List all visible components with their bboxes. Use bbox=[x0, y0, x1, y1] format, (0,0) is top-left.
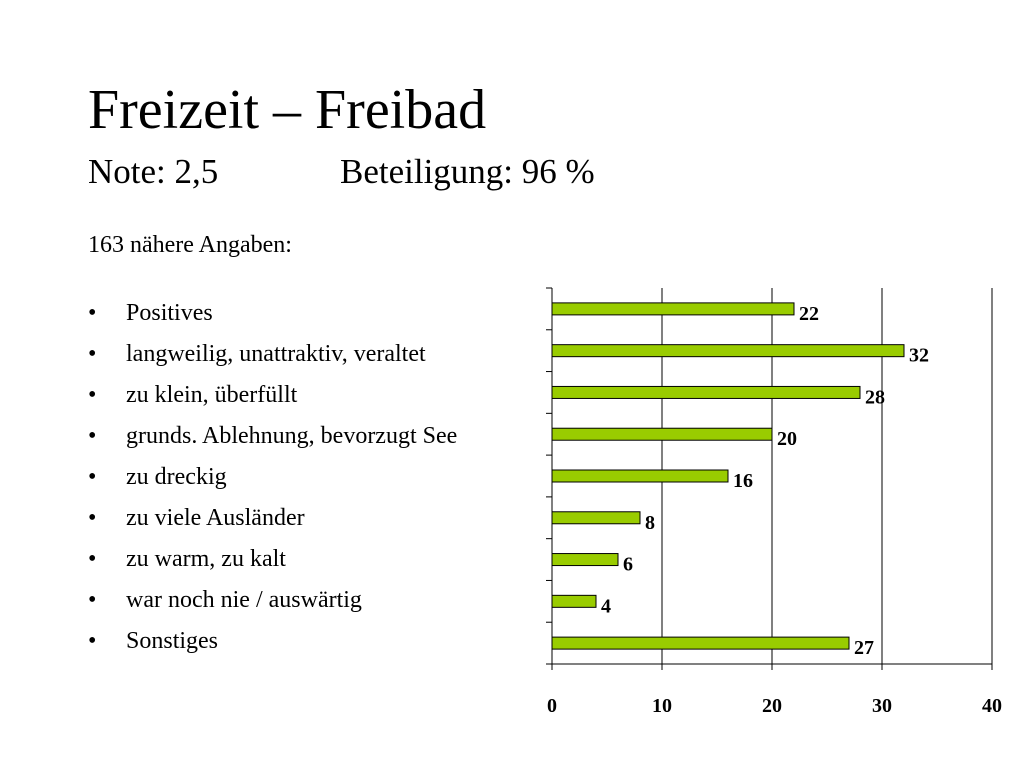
x-tick-label: 30 bbox=[872, 695, 892, 717]
x-tick-label: 20 bbox=[762, 695, 782, 717]
slide-title: Freizeit – Freibad bbox=[88, 79, 487, 141]
data-label: 27 bbox=[854, 637, 874, 659]
x-tick-label: 40 bbox=[982, 695, 1002, 717]
bullet-dot: • bbox=[88, 505, 97, 531]
bullet-item: • Sonstiges bbox=[88, 625, 457, 666]
data-label: 22 bbox=[799, 303, 819, 325]
bullet-item: • zu dreckig bbox=[88, 461, 457, 502]
data-label: 28 bbox=[865, 386, 885, 408]
bar bbox=[551, 636, 850, 650]
bar bbox=[551, 553, 619, 567]
data-label: 32 bbox=[909, 345, 929, 367]
bullet-dot: • bbox=[88, 423, 97, 449]
bullet-text: zu klein, überfüllt bbox=[126, 382, 298, 408]
bullet-item: • zu warm, zu kalt bbox=[88, 543, 457, 584]
bullet-dot: • bbox=[88, 464, 97, 490]
bar bbox=[551, 594, 597, 608]
bullet-text: zu warm, zu kalt bbox=[126, 546, 286, 572]
bullet-text: war noch nie / auswärtig bbox=[126, 587, 362, 613]
x-tick-label: 0 bbox=[547, 695, 557, 717]
details-count-label: 163 nähere Angaben: bbox=[88, 232, 292, 258]
data-label: 6 bbox=[623, 554, 633, 576]
category-bullet-list: • Positives • langweilig, unattraktiv, ver… bbox=[88, 297, 457, 666]
bullet-text: grunds. Ablehnung, bevorzugt See bbox=[126, 423, 458, 449]
bullet-item: • zu klein, überfüllt bbox=[88, 379, 457, 420]
bullet-item: • Positives bbox=[88, 297, 457, 338]
bar bbox=[551, 344, 905, 358]
data-label: 20 bbox=[777, 428, 797, 450]
bullet-text: zu dreckig bbox=[126, 464, 227, 490]
bullet-dot: • bbox=[88, 300, 97, 326]
bullet-text: Positives bbox=[126, 300, 213, 326]
bullet-text: langweilig, unattraktiv, veraltet bbox=[126, 341, 426, 367]
bar bbox=[551, 511, 641, 525]
bar bbox=[551, 469, 729, 483]
bullet-item: • grunds. Ablehnung, bevorzugt See bbox=[88, 420, 457, 461]
grade-label: Note: 2,5 bbox=[88, 152, 219, 191]
bullet-item: • zu viele Ausländer bbox=[88, 502, 457, 543]
data-label: 4 bbox=[601, 595, 611, 617]
bullet-text: zu viele Ausländer bbox=[126, 505, 305, 531]
data-label: 16 bbox=[733, 470, 753, 492]
bullet-dot: • bbox=[88, 546, 97, 572]
bullet-dot: • bbox=[88, 587, 97, 613]
x-tick-label: 10 bbox=[652, 695, 672, 717]
participation-label: Beteiligung: 96 % bbox=[340, 152, 595, 191]
bar bbox=[551, 385, 861, 399]
bullet-text: Sonstiges bbox=[126, 628, 219, 654]
bullet-item: • langweilig, unattraktiv, veraltet bbox=[88, 338, 457, 379]
bullet-dot: • bbox=[88, 628, 97, 654]
bullet-dot: • bbox=[88, 382, 97, 408]
bullet-item: • war noch nie / auswärtig bbox=[88, 584, 457, 625]
bar bbox=[551, 427, 773, 441]
data-label: 8 bbox=[645, 512, 655, 534]
bullet-dot: • bbox=[88, 341, 97, 367]
bar bbox=[551, 302, 795, 316]
